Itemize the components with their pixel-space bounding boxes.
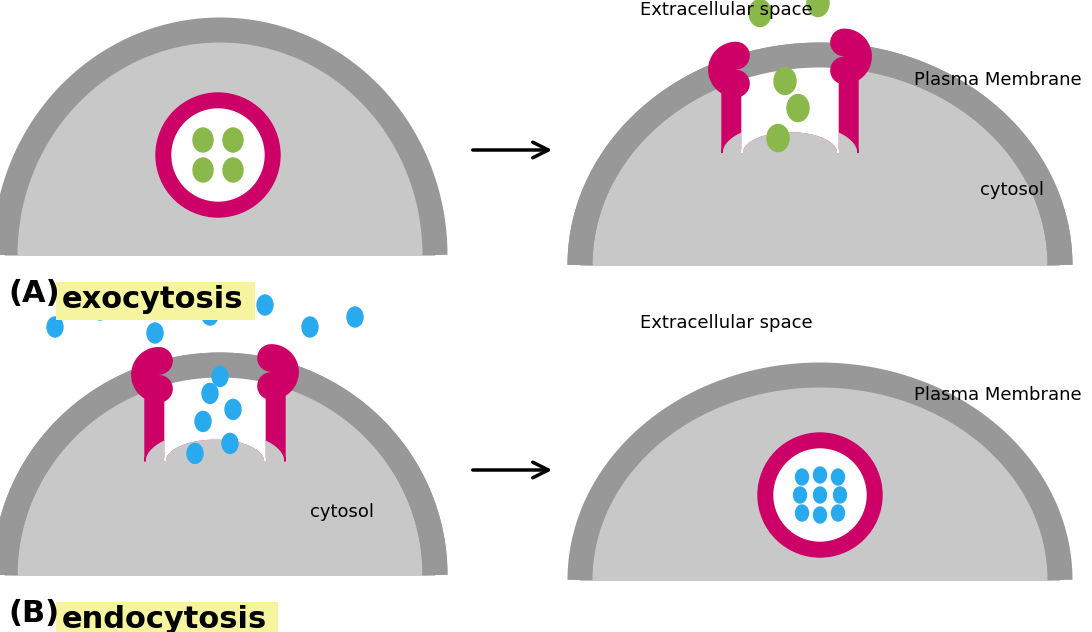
Ellipse shape — [193, 158, 213, 182]
Ellipse shape — [774, 68, 796, 95]
Text: Plasma Membrane: Plasma Membrane — [914, 386, 1082, 404]
Ellipse shape — [831, 469, 844, 485]
Ellipse shape — [814, 507, 827, 523]
Text: (A): (A) — [8, 279, 60, 308]
Ellipse shape — [92, 300, 108, 320]
Circle shape — [758, 433, 882, 557]
FancyBboxPatch shape — [56, 602, 278, 632]
Polygon shape — [580, 55, 1060, 265]
Polygon shape — [5, 30, 435, 255]
Ellipse shape — [749, 0, 771, 27]
Text: cytosol: cytosol — [980, 181, 1044, 199]
Ellipse shape — [814, 467, 827, 483]
Ellipse shape — [814, 487, 827, 503]
Ellipse shape — [195, 411, 211, 432]
Ellipse shape — [202, 384, 218, 403]
Ellipse shape — [257, 295, 273, 315]
Ellipse shape — [807, 0, 829, 16]
Circle shape — [156, 93, 280, 217]
Ellipse shape — [347, 307, 363, 327]
Ellipse shape — [47, 317, 63, 337]
Text: (B): (B) — [8, 599, 59, 628]
Circle shape — [173, 109, 264, 201]
Ellipse shape — [795, 505, 808, 521]
Polygon shape — [580, 375, 1060, 580]
Circle shape — [774, 449, 866, 541]
Polygon shape — [5, 365, 435, 575]
Text: cytosol: cytosol — [310, 503, 373, 521]
Ellipse shape — [831, 505, 844, 521]
Ellipse shape — [147, 323, 163, 343]
Polygon shape — [741, 56, 838, 153]
Text: Plasma Membrane: Plasma Membrane — [914, 71, 1082, 89]
Ellipse shape — [225, 399, 241, 420]
Polygon shape — [145, 372, 285, 461]
Ellipse shape — [187, 444, 203, 463]
Ellipse shape — [302, 317, 318, 337]
Ellipse shape — [795, 469, 808, 485]
Ellipse shape — [212, 367, 228, 386]
Ellipse shape — [222, 434, 238, 453]
Polygon shape — [722, 56, 858, 153]
Ellipse shape — [223, 128, 244, 152]
Polygon shape — [165, 372, 265, 461]
Text: Extracellular space: Extracellular space — [640, 1, 812, 19]
Text: endocytosis: endocytosis — [62, 605, 268, 632]
FancyBboxPatch shape — [56, 282, 256, 320]
Ellipse shape — [193, 128, 213, 152]
Text: Extracellular space: Extracellular space — [640, 314, 812, 332]
Text: exocytosis: exocytosis — [62, 285, 244, 314]
Ellipse shape — [833, 487, 846, 503]
Ellipse shape — [794, 487, 807, 503]
Ellipse shape — [787, 95, 809, 121]
Ellipse shape — [202, 305, 218, 325]
Ellipse shape — [767, 125, 790, 152]
Ellipse shape — [223, 158, 244, 182]
